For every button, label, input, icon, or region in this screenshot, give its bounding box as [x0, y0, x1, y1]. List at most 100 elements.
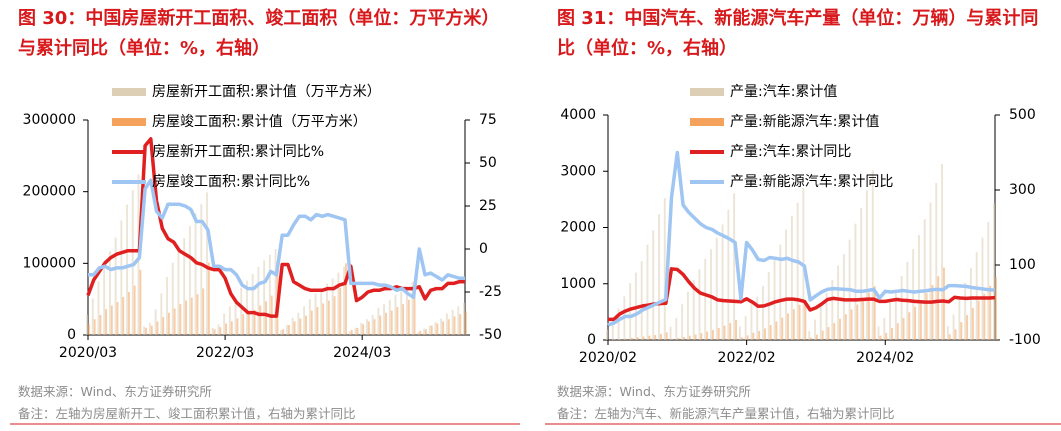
bar: [827, 327, 830, 340]
y2-tick-label: 500: [1009, 107, 1036, 123]
bar: [405, 286, 408, 335]
legend-swatch: [112, 88, 146, 96]
bar: [350, 329, 353, 335]
bar: [314, 293, 317, 335]
bar: [775, 321, 778, 340]
bar: [769, 325, 772, 340]
bar: [706, 331, 709, 340]
bar: [453, 316, 456, 335]
bar: [345, 263, 347, 335]
bar: [213, 329, 216, 335]
bar: [339, 287, 342, 335]
bar: [230, 321, 233, 335]
line-series: [608, 267, 996, 322]
bar: [710, 249, 712, 340]
bar: [640, 261, 643, 340]
bar: [654, 335, 657, 340]
bar: [935, 183, 938, 340]
bar: [842, 254, 845, 340]
legend-swatch: [690, 118, 724, 126]
bar: [202, 288, 205, 335]
bar: [885, 332, 888, 340]
bar: [646, 244, 649, 340]
bar: [977, 300, 980, 340]
bar: [862, 298, 865, 340]
bar: [844, 314, 847, 340]
bar: [877, 326, 880, 340]
bar: [425, 329, 427, 335]
bar: [402, 304, 405, 335]
bar: [413, 281, 416, 335]
bar: [896, 323, 899, 340]
chart-title: 图 30：中国房屋新开工面积、竣工面积（单位：万平方米）与累计同比（单位：%，右…: [18, 8, 500, 59]
bar: [677, 338, 680, 340]
bar: [291, 317, 294, 335]
bar: [207, 262, 210, 335]
bar: [692, 280, 695, 340]
bar: [894, 289, 897, 340]
bar: [188, 226, 191, 335]
bar: [971, 307, 974, 340]
bar: [671, 338, 674, 340]
bar: [133, 285, 136, 335]
y2-tick-label: 100: [1009, 257, 1036, 273]
bar: [383, 304, 386, 335]
bar: [457, 306, 460, 335]
y-tick-label: 1000: [560, 276, 596, 292]
bar: [625, 338, 628, 340]
bar: [93, 319, 96, 335]
bar: [839, 318, 841, 340]
bar: [120, 220, 123, 335]
bar: [436, 323, 439, 335]
bar: [167, 312, 170, 335]
bar: [122, 297, 125, 335]
bar: [367, 321, 370, 335]
bar: [274, 249, 277, 335]
bar: [310, 310, 313, 335]
bar: [434, 322, 437, 335]
bar: [316, 307, 319, 335]
bar: [196, 294, 199, 335]
bar: [946, 326, 949, 340]
bar: [411, 281, 414, 335]
bar: [217, 324, 220, 335]
bar: [463, 302, 465, 335]
bar: [417, 332, 420, 335]
bar: [337, 272, 340, 335]
bar: [322, 303, 325, 335]
bar: [108, 251, 111, 335]
bar: [166, 276, 168, 335]
bar: [993, 203, 995, 340]
bar: [247, 312, 250, 335]
bar: [228, 306, 231, 335]
bar: [642, 336, 645, 340]
note: 备注：左轴为房屋新开工、竣工面积累计值，右轴为累计同比: [18, 406, 356, 421]
bar: [127, 292, 130, 335]
bar: [833, 323, 836, 340]
bar: [173, 308, 176, 335]
bar: [773, 258, 776, 340]
bar: [423, 328, 426, 335]
x-tick-label: 2024/03: [333, 345, 391, 361]
bar: [925, 293, 928, 340]
bar: [394, 294, 397, 335]
bar: [883, 318, 886, 340]
bar: [866, 190, 868, 340]
bar: [948, 334, 951, 340]
bar: [721, 224, 724, 340]
bar: [234, 298, 237, 335]
bar: [891, 328, 893, 340]
bar: [343, 266, 346, 335]
y-tick-label: 200000: [23, 184, 76, 200]
bar: [150, 325, 153, 335]
bar: [143, 326, 146, 335]
legend-swatch: [112, 118, 146, 126]
bar: [297, 312, 300, 335]
y2-tick-label: 300: [1009, 182, 1036, 198]
bar: [954, 329, 957, 340]
bar: [419, 330, 422, 335]
bar: [792, 309, 795, 340]
bar: [790, 215, 793, 340]
